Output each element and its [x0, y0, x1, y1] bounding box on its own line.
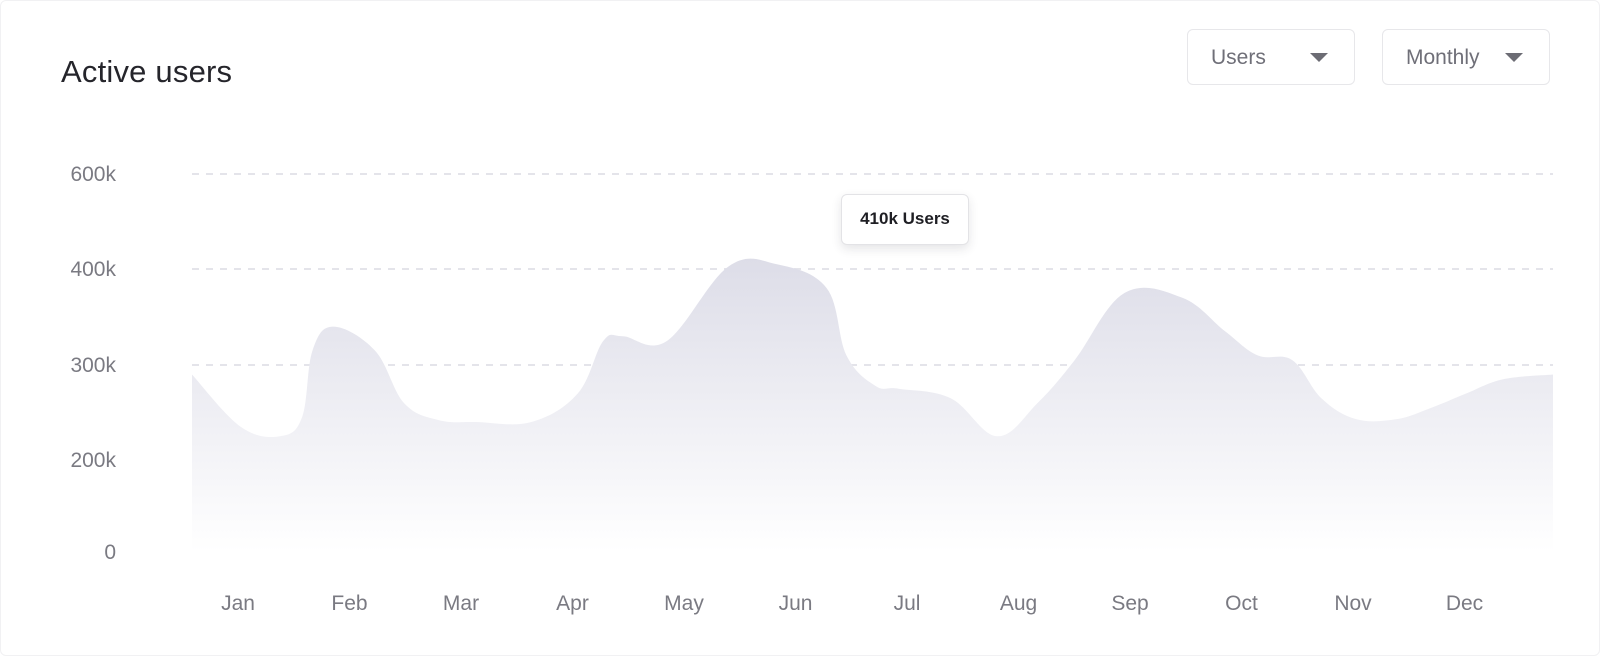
caret-down-icon: [1310, 53, 1328, 62]
chart-title: Active users: [61, 54, 233, 89]
metric-dropdown-label: Users: [1211, 46, 1266, 69]
x-tick-label: May: [664, 592, 704, 615]
x-tick-label: Jun: [779, 592, 813, 615]
y-tick-label: 400k: [70, 258, 116, 281]
y-tick-label: 300k: [70, 354, 116, 377]
caret-down-icon: [1505, 53, 1523, 62]
x-tick-label: Oct: [1225, 592, 1258, 615]
metric-dropdown[interactable]: Users: [1187, 29, 1355, 85]
area-series-active-users: [192, 258, 1553, 552]
data-tooltip: 410k Users: [841, 194, 969, 245]
x-tick-label: Jan: [221, 592, 255, 615]
y-tick-label: 0: [104, 541, 116, 564]
y-tick-label: 200k: [70, 449, 116, 472]
x-tick-label: Dec: [1446, 592, 1483, 615]
x-tick-label: Apr: [556, 592, 589, 615]
y-tick-label: 600k: [70, 163, 116, 186]
x-tick-label: Feb: [331, 592, 367, 615]
x-tick-label: Mar: [443, 592, 479, 615]
period-dropdown-label: Monthly: [1406, 46, 1480, 69]
period-dropdown[interactable]: Monthly: [1382, 29, 1550, 85]
x-tick-label: Nov: [1334, 592, 1372, 615]
x-tick-label: Jul: [894, 592, 921, 615]
x-tick-label: Aug: [1000, 592, 1037, 615]
x-tick-label: Sep: [1111, 592, 1148, 615]
